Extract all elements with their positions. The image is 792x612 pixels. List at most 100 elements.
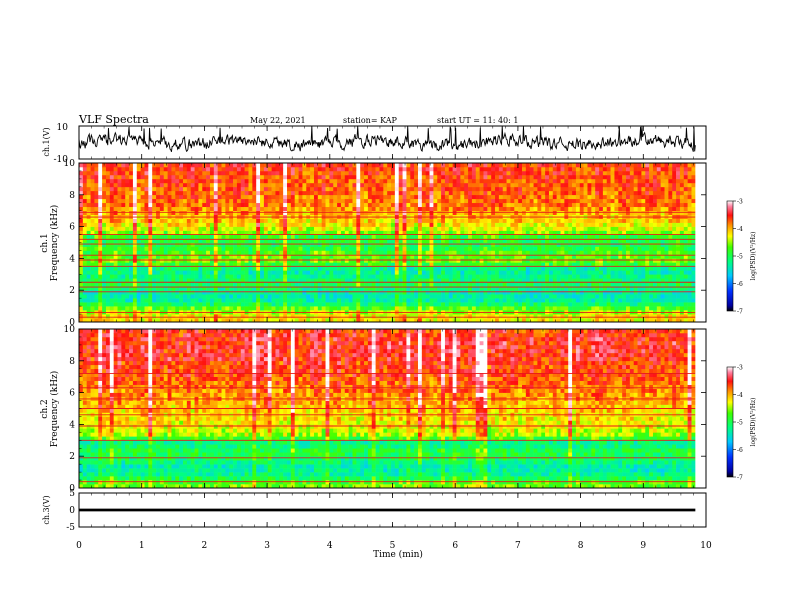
- ch1-spec-cell: [421, 298, 426, 303]
- ch1-spec-cell: [98, 234, 103, 239]
- ch1-spec-cell: [414, 163, 419, 168]
- ch1-spec-cell: [109, 174, 114, 180]
- ch1-spec-cell: [406, 318, 411, 323]
- ch1-spec-cell: [491, 174, 496, 180]
- ch1-spec-cell: [102, 230, 107, 235]
- ch1-spec-cell: [183, 318, 188, 323]
- ch1-spec-cell: [394, 182, 400, 188]
- ch1-spec-cell: [533, 258, 538, 263]
- ch1-spec-cell: [317, 258, 322, 263]
- ch1-spec-cell: [471, 198, 477, 204]
- ch1-spec-cell: [186, 290, 192, 295]
- ch1-spec-cell: [456, 282, 461, 287]
- ch1-spec-cell: [225, 286, 230, 291]
- ch1-spec-cell: [209, 230, 215, 235]
- ch1-spec-cell: [456, 230, 461, 235]
- ch1-spec-cell: [263, 266, 269, 271]
- ch1-spec-cell: [325, 314, 330, 319]
- ch1-spec-cell: [183, 210, 188, 215]
- ch1-spec-cell: [109, 246, 114, 251]
- ch1-spec-cell: [379, 194, 384, 200]
- ch1-spec-cell: [148, 230, 153, 235]
- ch1-spec-cell: [98, 210, 103, 215]
- ch1-spec-cell: [379, 174, 384, 180]
- ch1-spec-cell: [502, 282, 507, 287]
- ch1-spec-cell: [329, 266, 334, 271]
- ch1-spec-cell: [82, 270, 87, 275]
- ch1-spec-cell: [213, 254, 218, 259]
- ch1-spec-cell: [433, 170, 438, 176]
- ch1-spec-cell: [132, 282, 138, 287]
- ch1-spec-cell: [460, 194, 465, 200]
- ch1-spec-cell: [229, 278, 234, 283]
- ch1-spec-cell: [186, 246, 192, 251]
- ch1-spec-cell: [529, 254, 534, 259]
- ch1-spec-cell: [306, 238, 311, 243]
- ch1-spec-cell: [518, 318, 523, 323]
- ch1-spec-cell: [163, 194, 168, 200]
- ch1-spec-cell: [518, 190, 523, 196]
- ch1-spec-cell: [290, 302, 296, 307]
- ch1-spec-cell: [190, 302, 195, 307]
- ch1-spec-cell: [498, 194, 504, 200]
- ch1-spec-cell: [541, 186, 546, 192]
- ch1-spec-cell: [317, 182, 322, 188]
- ch1-spec-cell: [90, 262, 95, 267]
- ch1-spec-cell: [171, 238, 176, 243]
- ch1-spec-cell: [545, 186, 550, 192]
- ch1-spec-cell: [340, 210, 346, 215]
- ch1-spec-cell: [194, 266, 199, 271]
- ch1-spec-cell: [198, 190, 203, 196]
- ch1-spec-cell: [213, 218, 218, 223]
- ch1-spec-cell: [479, 186, 484, 192]
- ch1-spec-cell: [82, 166, 87, 172]
- ch1-spec-cell: [82, 318, 87, 323]
- ch1-spec-cell: [433, 294, 438, 299]
- ch1-spec-cell: [414, 206, 419, 212]
- ch1-spec-cell: [98, 318, 103, 323]
- ch1-spec-cell: [468, 170, 473, 176]
- ch1-spec-cell: [102, 234, 107, 239]
- ch1-spec-cell: [306, 278, 311, 283]
- ch1-spec-cell: [421, 318, 426, 323]
- ch1-spec-cell: [148, 318, 153, 323]
- ch1-spec-cell: [240, 266, 245, 271]
- ch1-spec-cell: [117, 314, 122, 319]
- ch1-spec-cell: [140, 206, 145, 212]
- ch1-spec-cell: [287, 258, 292, 263]
- ch1-spec-cell: [498, 234, 504, 239]
- ch1-spec-cell: [229, 198, 234, 204]
- ch1-spec-cell: [468, 198, 473, 204]
- ch1-spec-cell: [186, 202, 192, 208]
- ch1-spec-cell: [529, 163, 534, 168]
- ch1-spec-cell: [283, 234, 288, 239]
- ch1-spec-cell: [190, 314, 195, 319]
- ch1-spec-cell: [117, 262, 122, 267]
- ch1-spec-cell: [198, 163, 203, 168]
- ch1-spec-cell: [468, 298, 473, 303]
- ch1-spec-cell: [275, 174, 280, 180]
- ch1-spec-cell: [537, 306, 542, 311]
- ch1-spec-cell: [433, 278, 438, 283]
- ch1-spec-cell: [121, 314, 126, 319]
- ch1-spec-cell: [79, 218, 84, 223]
- ch1-spec-cell: [102, 198, 107, 204]
- ch1-spec-cell: [394, 274, 400, 279]
- ch1-spec-cell: [221, 302, 226, 307]
- ch1-spec-cell: [190, 166, 195, 172]
- ch1-spec-cell: [383, 258, 388, 263]
- ch1-spec-cell: [102, 290, 107, 295]
- ch1-spec-cell: [306, 290, 311, 295]
- ch1-spec-cell: [437, 286, 442, 291]
- ch1-spec-cell: [421, 194, 426, 200]
- ch1-spec-cell: [279, 266, 284, 271]
- ch1-spec-cell: [109, 294, 114, 299]
- ch1-spec-cell: [198, 286, 203, 291]
- ch1-spec-cell: [425, 286, 430, 291]
- ch1-spec-cell: [525, 194, 530, 200]
- ch1-spec-cell: [132, 250, 138, 255]
- ch1-spec-cell: [356, 174, 361, 180]
- ch1-spec-cell: [136, 226, 141, 231]
- ch1-spec-cell: [287, 190, 292, 196]
- ch1-spec-cell: [383, 250, 388, 255]
